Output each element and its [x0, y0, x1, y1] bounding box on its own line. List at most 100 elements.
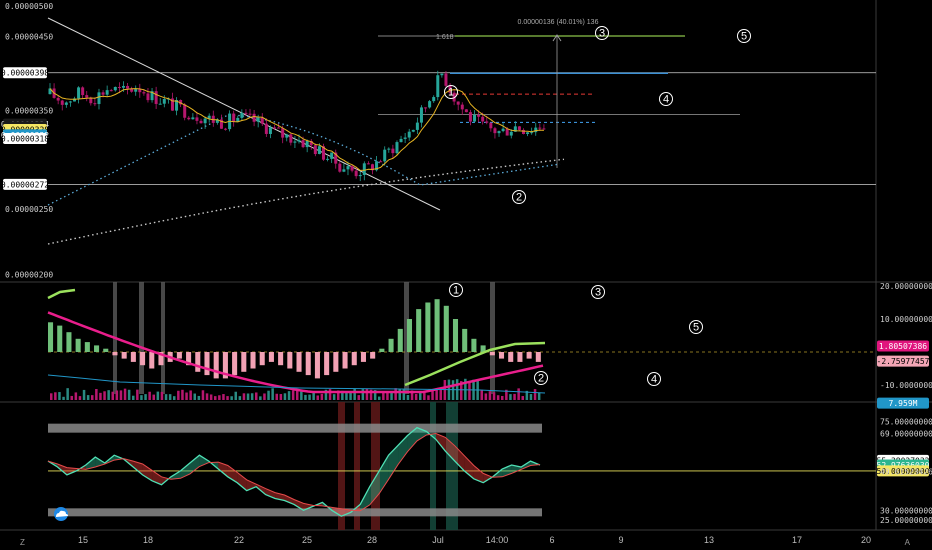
momentum-bar[interactable] [517, 352, 523, 362]
momentum-bar[interactable] [397, 328, 403, 352]
candle[interactable] [68, 101, 72, 103]
momentum-bar[interactable] [287, 352, 293, 369]
candle[interactable] [113, 86, 117, 91]
candle[interactable] [158, 103, 162, 105]
candle[interactable] [473, 114, 477, 122]
osc-signal-line[interactable] [47, 432, 541, 512]
candle[interactable] [383, 149, 387, 162]
momentum-bar[interactable] [75, 338, 81, 352]
candle[interactable] [244, 112, 248, 114]
candle[interactable] [387, 148, 391, 150]
candle[interactable] [350, 166, 354, 171]
candle[interactable] [424, 107, 428, 109]
candle[interactable] [403, 137, 407, 139]
candle[interactable] [399, 138, 403, 143]
candle[interactable] [428, 101, 432, 108]
momentum-bar[interactable] [351, 352, 357, 366]
candle[interactable] [309, 141, 313, 146]
momentum-bar[interactable] [406, 319, 413, 352]
candle[interactable] [146, 93, 150, 101]
candle[interactable] [440, 73, 444, 76]
osc-lower-band[interactable] [48, 508, 542, 517]
momentum-bar[interactable] [94, 345, 100, 352]
candle[interactable] [154, 91, 158, 104]
candle[interactable] [313, 145, 317, 155]
momentum-bar[interactable] [462, 328, 468, 352]
momentum-bar[interactable] [314, 352, 320, 379]
momentum-bar[interactable] [498, 352, 505, 359]
candle[interactable] [281, 128, 285, 138]
momentum-panel[interactable]: 1.80507386 -2.75977457 7.959M 1 2 3 4 5 [47, 282, 930, 409]
momentum-blue-line[interactable] [47, 374, 546, 394]
candle[interactable] [530, 132, 534, 134]
candle[interactable] [215, 119, 219, 123]
momentum-bar[interactable] [489, 352, 495, 356]
candle[interactable] [203, 118, 207, 124]
candle[interactable] [481, 116, 485, 122]
candle[interactable] [391, 148, 395, 154]
candle[interactable] [497, 131, 501, 134]
candle[interactable] [248, 113, 252, 115]
candle[interactable] [505, 128, 509, 136]
osc-upper-band[interactable] [48, 423, 542, 433]
candle[interactable] [517, 126, 521, 130]
candle[interactable] [72, 98, 76, 102]
candle[interactable] [207, 115, 211, 119]
candle[interactable] [199, 120, 203, 124]
candle[interactable] [277, 127, 281, 129]
momentum-bar[interactable] [66, 332, 72, 352]
candle[interactable] [334, 152, 338, 164]
candle[interactable] [224, 128, 228, 130]
candle[interactable] [419, 107, 423, 123]
momentum-bar[interactable] [103, 348, 109, 352]
momentum-bar[interactable] [112, 352, 118, 356]
trendline[interactable] [47, 17, 441, 211]
momentum-bar[interactable] [452, 319, 459, 352]
momentum-bar[interactable] [84, 342, 90, 352]
candle[interactable] [105, 90, 109, 95]
candle[interactable] [468, 112, 472, 122]
momentum-bar[interactable] [121, 352, 127, 359]
candle[interactable] [522, 129, 526, 134]
candle[interactable] [183, 104, 187, 118]
candle[interactable] [252, 113, 256, 122]
momentum-bar[interactable] [149, 352, 155, 369]
candle[interactable] [179, 100, 183, 105]
candle[interactable] [415, 122, 419, 130]
candle[interactable] [317, 146, 321, 155]
momentum-bar[interactable] [278, 352, 284, 366]
candle[interactable] [56, 97, 60, 101]
candle[interactable] [456, 101, 460, 105]
candle[interactable] [534, 127, 538, 133]
momentum-bar[interactable] [360, 352, 366, 362]
candle[interactable] [330, 152, 334, 159]
candle[interactable] [485, 121, 489, 123]
candle[interactable] [362, 163, 366, 175]
candle[interactable] [81, 87, 85, 96]
candle[interactable] [370, 164, 374, 171]
candle[interactable] [240, 112, 244, 118]
momentum-bar[interactable] [158, 352, 164, 366]
momentum-bar[interactable] [259, 352, 265, 366]
momentum-bar[interactable] [333, 352, 339, 372]
candle[interactable] [407, 131, 411, 138]
momentum-bar[interactable] [232, 352, 238, 376]
candle[interactable] [130, 88, 134, 92]
candle[interactable] [97, 92, 101, 104]
momentum-bar[interactable] [213, 352, 219, 379]
candle[interactable] [297, 140, 301, 142]
candle[interactable] [513, 126, 517, 132]
candle[interactable] [432, 97, 436, 102]
momentum-bar[interactable] [250, 352, 256, 369]
price-panel[interactable]: 1.618 0.00000136 (40.01%) 136 0.00000398 0.… [1, 17, 876, 245]
osc-line[interactable] [47, 426, 541, 517]
candle[interactable] [354, 170, 358, 177]
momentum-bar[interactable] [434, 299, 440, 352]
candle[interactable] [117, 86, 121, 88]
candle[interactable] [436, 75, 440, 98]
candle[interactable] [264, 123, 268, 134]
candle[interactable] [444, 73, 448, 86]
candle[interactable] [101, 92, 105, 95]
momentum-bar[interactable] [241, 352, 247, 372]
